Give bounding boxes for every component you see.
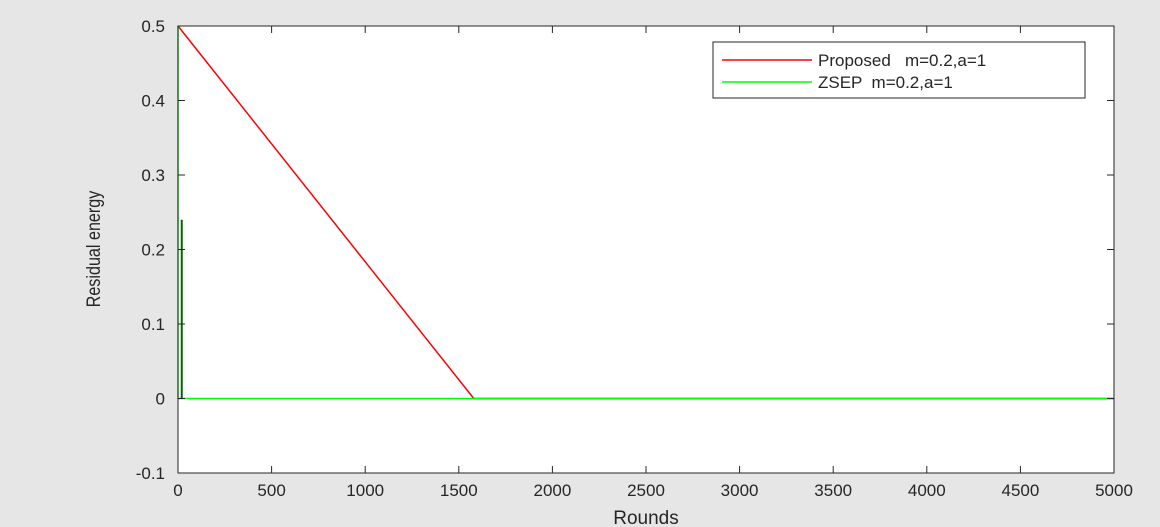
- x-tick-label: 4000: [908, 481, 946, 500]
- y-axis-label: Residual energy: [83, 191, 105, 308]
- y-tick-label: 0.3: [141, 166, 165, 185]
- y-tick-label: 0.5: [141, 17, 165, 36]
- x-tick-label: 1500: [440, 481, 478, 500]
- x-tick-label: 5000: [1095, 481, 1133, 500]
- x-tick-label: 4500: [1001, 481, 1039, 500]
- x-tick-label: 3000: [721, 481, 759, 500]
- x-tick-label: 3500: [814, 481, 852, 500]
- legend-box: [712, 41, 1086, 99]
- x-tick-label: 2500: [627, 481, 665, 500]
- x-tick-label: 500: [257, 481, 285, 500]
- y-tick-label: -0.1: [136, 464, 165, 483]
- y-tick-label: 0.1: [141, 315, 165, 334]
- legend-label-proposed: Proposed m=0.2,a=1: [818, 51, 986, 70]
- x-tick-label: 2000: [533, 481, 571, 500]
- y-tick-label: 0.4: [141, 92, 165, 111]
- x-tick-label: 0: [173, 481, 182, 500]
- ticks-layer: 0 500 1000 1500 2000 2500 3000 3500 4000 4500 5000…: [136, 17, 1133, 500]
- legend: Proposed m=0.2,a=1 ZSEP m=0.2,a=1: [712, 41, 1086, 99]
- x-axis-label: Rounds: [613, 508, 679, 527]
- y-tick-label: 0.2: [141, 241, 165, 260]
- legend-label-zsep: ZSEP m=0.2,a=1: [818, 73, 953, 92]
- x-tick-label: 1000: [346, 481, 384, 500]
- y-tick-label: 0: [156, 390, 165, 409]
